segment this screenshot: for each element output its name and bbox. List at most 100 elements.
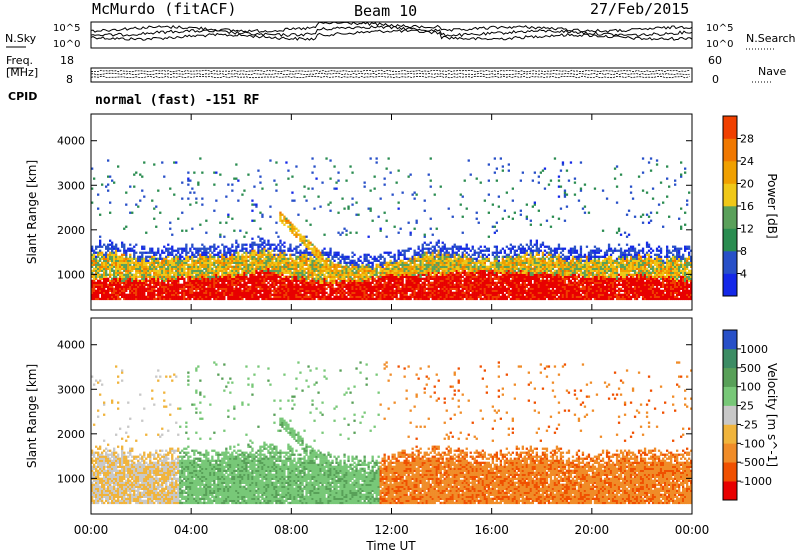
range-cell (155, 267, 158, 270)
range-cell (427, 259, 430, 262)
range-cell (285, 217, 288, 220)
range-cell (465, 289, 468, 292)
range-cell (295, 249, 298, 252)
range-cell (293, 271, 296, 274)
range-cell (441, 267, 444, 270)
range-cell (303, 241, 306, 244)
range-cell (429, 295, 432, 298)
range-cell (285, 297, 288, 301)
range-cell (479, 283, 482, 286)
range-cell (335, 269, 338, 272)
range-cell (405, 271, 408, 274)
range-cell (311, 291, 314, 294)
range-cell (221, 269, 224, 272)
range-cell (139, 259, 142, 262)
range-cell (241, 289, 244, 292)
range-cell (475, 291, 478, 294)
range-cell (263, 285, 266, 288)
range-cell (257, 245, 260, 248)
range-cell (121, 277, 124, 280)
range-cell (267, 251, 270, 254)
range-cell (301, 235, 304, 238)
range-cell (465, 281, 468, 284)
range-cell (235, 271, 238, 274)
range-cell (311, 275, 314, 278)
range-cell (379, 229, 382, 232)
range-cell (431, 269, 434, 272)
range-cell (323, 287, 326, 290)
range-cell (471, 271, 474, 274)
range-cell (215, 171, 218, 174)
range-cell (493, 251, 496, 254)
range-cell (329, 287, 332, 290)
range-cell (115, 283, 118, 286)
range-cell (225, 265, 228, 268)
range-cell (473, 251, 476, 254)
range-cell (413, 293, 416, 296)
range-cell (355, 281, 358, 284)
range-cell (405, 277, 408, 280)
range-cell (121, 279, 124, 282)
range-cell (373, 267, 376, 270)
range-cell (255, 285, 258, 288)
range-cell (445, 293, 448, 296)
range-cell (355, 269, 358, 272)
range-cell (247, 289, 250, 292)
range-cell (395, 285, 398, 288)
range-cell (351, 255, 354, 258)
range-cell (279, 239, 282, 242)
range-cell (211, 289, 214, 292)
range-cell (307, 245, 310, 248)
range-cell (123, 257, 126, 260)
range-cell (199, 287, 202, 290)
range-cell (415, 271, 418, 274)
range-cell (109, 283, 112, 286)
range-cell (123, 253, 126, 256)
range-cell (473, 283, 476, 286)
range-cell (189, 285, 192, 288)
range-cell (495, 285, 498, 288)
range-cell (429, 255, 432, 258)
range-cell (423, 295, 426, 298)
range-cell (175, 259, 178, 262)
range-cell (347, 277, 350, 280)
range-cell (455, 297, 458, 301)
range-cell (199, 273, 202, 276)
range-cell (293, 247, 296, 250)
range-cell (447, 281, 450, 284)
range-cell (367, 281, 370, 284)
range-cell (325, 269, 328, 272)
range-cell (461, 195, 464, 198)
range-cell (207, 297, 210, 301)
range-cell (281, 261, 284, 264)
range-cell (429, 281, 432, 284)
range-cell (399, 281, 402, 284)
range-cell (359, 255, 362, 258)
range-cell (481, 281, 484, 284)
range-cell (145, 257, 148, 260)
range-cell (141, 263, 144, 266)
range-cell (445, 263, 448, 266)
range-cell (173, 289, 176, 292)
range-cell (461, 289, 464, 292)
range-cell (251, 291, 254, 294)
range-cell (417, 269, 420, 272)
range-cell (121, 281, 124, 284)
range-cell (417, 277, 420, 280)
range-cell (347, 275, 350, 278)
range-cell (251, 279, 254, 282)
range-cell (335, 263, 338, 266)
range-cell (177, 293, 180, 296)
range-cell (463, 255, 466, 258)
range-cell (453, 291, 456, 294)
range-cell (259, 281, 262, 284)
range-cell (265, 297, 268, 301)
range-cell (287, 261, 290, 264)
range-cell (211, 275, 214, 278)
range-cell (401, 277, 404, 280)
range-cell (495, 271, 498, 274)
range-cell (485, 285, 488, 288)
range-cell (395, 279, 398, 282)
range-cell (203, 273, 206, 276)
range-cell (475, 211, 478, 214)
